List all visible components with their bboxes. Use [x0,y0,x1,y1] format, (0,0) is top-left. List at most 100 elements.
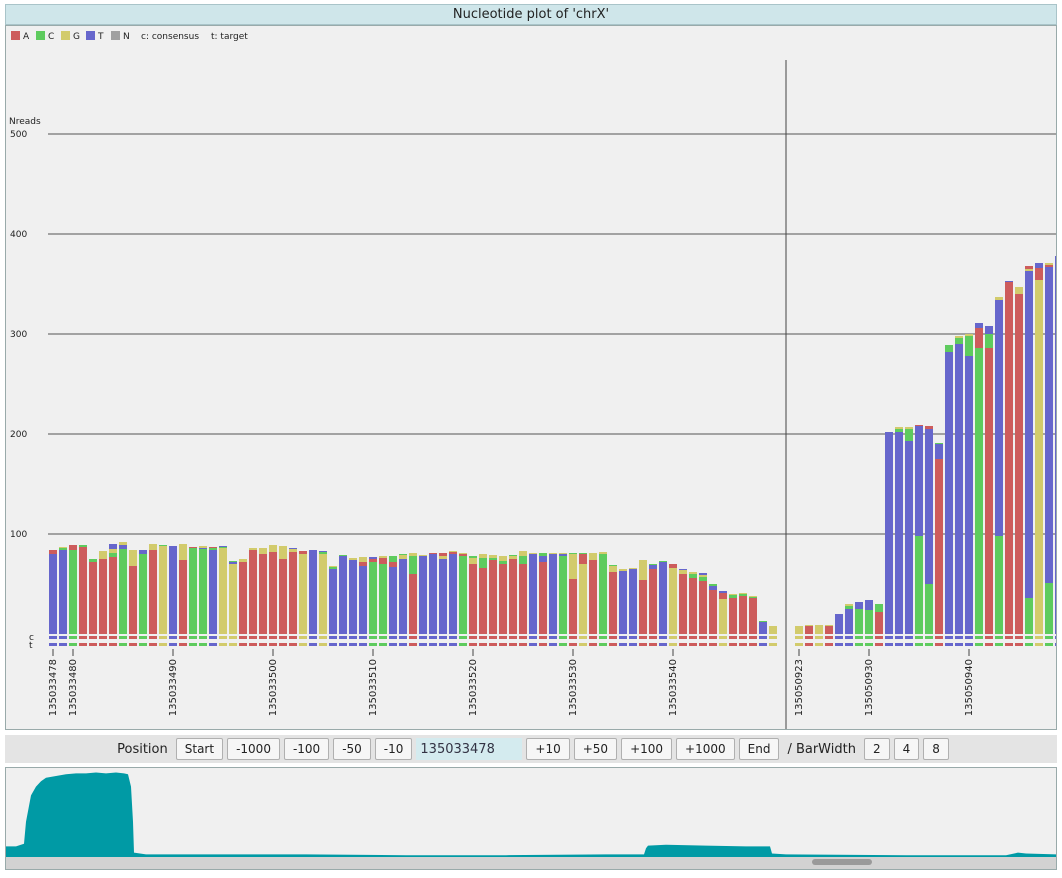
bar-135033544-A [709,590,717,634]
consensus-cell [469,636,477,639]
barwidth-8-button[interactable]: 8 [923,738,949,760]
bar-135033529-T [559,554,567,556]
consensus-cell [609,636,617,639]
start-button[interactable]: Start [175,738,224,760]
consensus-cell [805,636,813,639]
bar-135033541-A [679,574,687,634]
target-cell [835,643,843,646]
minus-50-button[interactable]: -50 [333,738,371,760]
consensus-cell [639,636,647,639]
target-cell [419,643,427,646]
bar-135033532-G [589,553,597,560]
minus-10-button[interactable]: -10 [374,738,413,760]
bar-135033503-A [299,551,307,554]
bar-135050939-C [955,338,963,344]
bar-135050945-A [1015,294,1023,634]
bar-135033507-T [339,556,347,634]
bar-135033482-A [89,562,97,634]
bar-135050924-G [805,625,813,626]
consensus-cell [1005,636,1013,639]
bar-135050926-G [825,625,833,626]
consensus-cell [649,636,657,639]
target-cell [409,643,417,646]
bar-135050943-T [995,300,1003,536]
consensus-cell [559,636,567,639]
bar-135050933-C [895,429,903,432]
target-cell [379,643,387,646]
bar-135033511-C [379,564,387,634]
plus-1000-button[interactable]: +1000 [676,738,735,760]
consensus-cell [719,636,727,639]
target-cell [389,643,397,646]
consensus-cell [129,636,137,639]
window-title: Nucleotide plot of 'chrX' [5,4,1057,25]
bar-135050931-C [875,604,883,612]
bar-135033494-A [209,547,217,548]
barwidth-2-button[interactable]: 2 [863,738,890,760]
bar-135033506-T [329,569,337,634]
coverage-overview[interactable] [5,767,1057,870]
bar-135033541-G [679,570,687,574]
target-cell [149,643,157,646]
position-input[interactable] [416,738,523,760]
bar-135033492-A [189,547,197,548]
consensus-cell [239,636,247,639]
consensus-cell [189,636,197,639]
y-tick-label-500: 500 [10,130,27,140]
consensus-cell [249,636,257,639]
bar-135050930-T [865,600,873,610]
overview-scrollbar-track[interactable] [6,857,1056,869]
bar-135033516-A [429,553,437,554]
consensus-cell [219,636,227,639]
target-cell [649,643,657,646]
overview-scrollbar-thumb[interactable] [812,859,872,865]
x-tick-label-135050930: 135050930 [864,659,875,716]
consensus-cell [329,636,337,639]
coverage-overview-chart[interactable] [6,768,1056,869]
consensus-cell [1045,636,1053,639]
target-cell [915,643,923,646]
plus-50-button[interactable]: +50 [573,738,618,760]
barwidth-4-button[interactable]: 4 [893,738,920,760]
plus-100-button[interactable]: +100 [621,738,673,760]
bar-135033523-C [499,561,507,564]
consensus-cell [529,636,537,639]
bar-135033524-C [509,555,517,556]
target-cell [239,643,247,646]
bar-135033489-C [159,545,167,546]
consensus-cell [279,636,287,639]
plus-10-button[interactable]: +10 [526,738,570,760]
consensus-cell [679,636,687,639]
bar-135050934-G [905,427,913,429]
bar-135033538-T [649,565,657,569]
bar-135033543-A [699,581,707,634]
bar-135033530-C [569,553,577,554]
end-button[interactable]: End [738,738,780,760]
x-tick-label-135033490: 135033490 [168,659,179,716]
target-cell [739,643,747,646]
legend-label-T: T [97,32,104,42]
bar-135033511-A [379,558,387,564]
bar-135033535-G [619,569,627,571]
target-cell [895,643,903,646]
target-cell [559,643,567,646]
target-cell [229,643,237,646]
consensus-cell [149,636,157,639]
consensus-cell [269,636,277,639]
minus-100-button[interactable]: -100 [283,738,330,760]
target-cell [759,643,767,646]
bar-135033538-A [649,569,657,634]
target-cell [499,643,507,646]
bar-135033543-C [699,577,707,581]
bar-135033494-T [209,550,217,634]
bar-135050940-C [965,336,973,356]
row-label-target: t [29,641,33,651]
legend-note-0: c: consensus [141,32,199,42]
minus-1000-button[interactable]: -1000 [227,738,280,760]
bar-135033502-T [289,548,297,549]
bar-135033505-G [319,554,327,634]
bar-135050934-T [905,441,913,634]
consensus-cell [759,636,767,639]
